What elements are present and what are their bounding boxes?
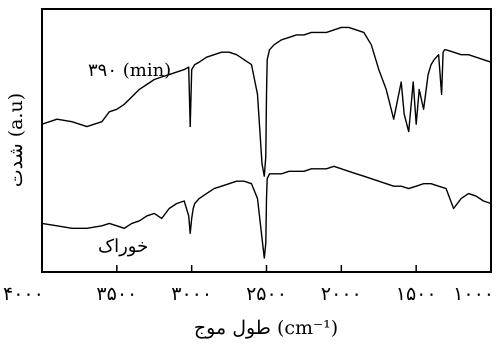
x-tick-label: ۲۰۰۰ [321, 283, 362, 305]
x-tick-label: ۴۰۰۰ [3, 283, 44, 305]
series-labels: ۳۹۰ (min) خوراک [88, 60, 171, 257]
x-tick-label: ۳۰۰۰ [171, 283, 212, 305]
x-tick-label: ۱۵۰۰ [396, 283, 437, 305]
x-ticks: ۴۰۰۰ ۳۵۰۰ ۳۰۰۰ ۲۵۰۰ ۲۰۰۰ ۱۵۰۰ ۱۰۰۰ [3, 265, 494, 305]
x-tick-label: ۳۵۰۰ [96, 283, 137, 305]
y-axis-label: شدت (a.u) [5, 93, 27, 187]
x-axis-label: طول موج (cm⁻¹) [194, 317, 338, 339]
series-label-bottom: خوراک [98, 236, 148, 257]
plot-lines [41, 26, 492, 259]
series-line-0 [41, 26, 492, 177]
x-tick-label: ۱۰۰۰ [453, 283, 494, 305]
series-label-top: ۳۹۰ (min) [88, 60, 171, 81]
x-tick-label: ۲۵۰۰ [246, 283, 287, 305]
series-line-1 [41, 165, 492, 259]
